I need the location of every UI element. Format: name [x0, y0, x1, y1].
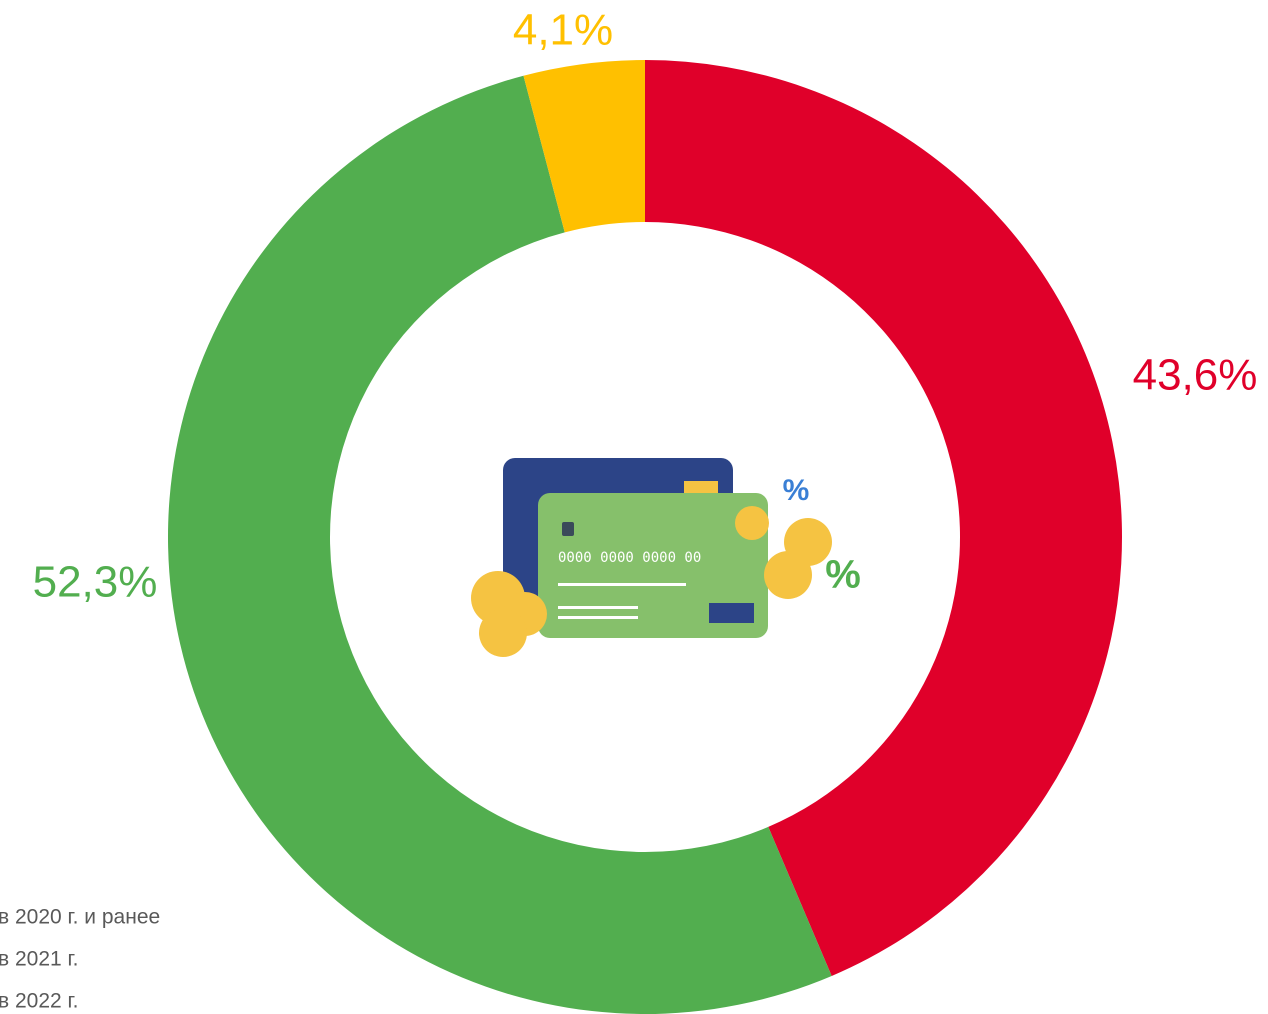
legend-label: в 2021 г. — [0, 948, 78, 971]
svg-text:%: % — [783, 474, 810, 507]
value-labels: 43,6% 52,3% 4,1% — [33, 6, 1258, 607]
value-label: 4,1% — [513, 6, 613, 55]
donut-slice — [523, 60, 645, 233]
svg-text:0000 0000 0000 00: 0000 0000 0000 00 — [558, 550, 701, 566]
legend-label: в 2020 г. и ранее — [0, 906, 160, 929]
donut — [168, 60, 1122, 1014]
donut-slice — [645, 60, 1122, 976]
donut-slice — [168, 75, 832, 1014]
legend: в 2020 г. и ранее в 2021 г. в 2022 г. — [0, 906, 160, 1013]
value-label: 43,6% — [1133, 351, 1258, 400]
value-label: 52,3% — [33, 558, 158, 607]
svg-text:%: % — [825, 553, 861, 597]
center-icon: 0000 0000 0000 00 % % — [471, 458, 861, 657]
legend-label: в 2022 г. — [0, 990, 78, 1013]
